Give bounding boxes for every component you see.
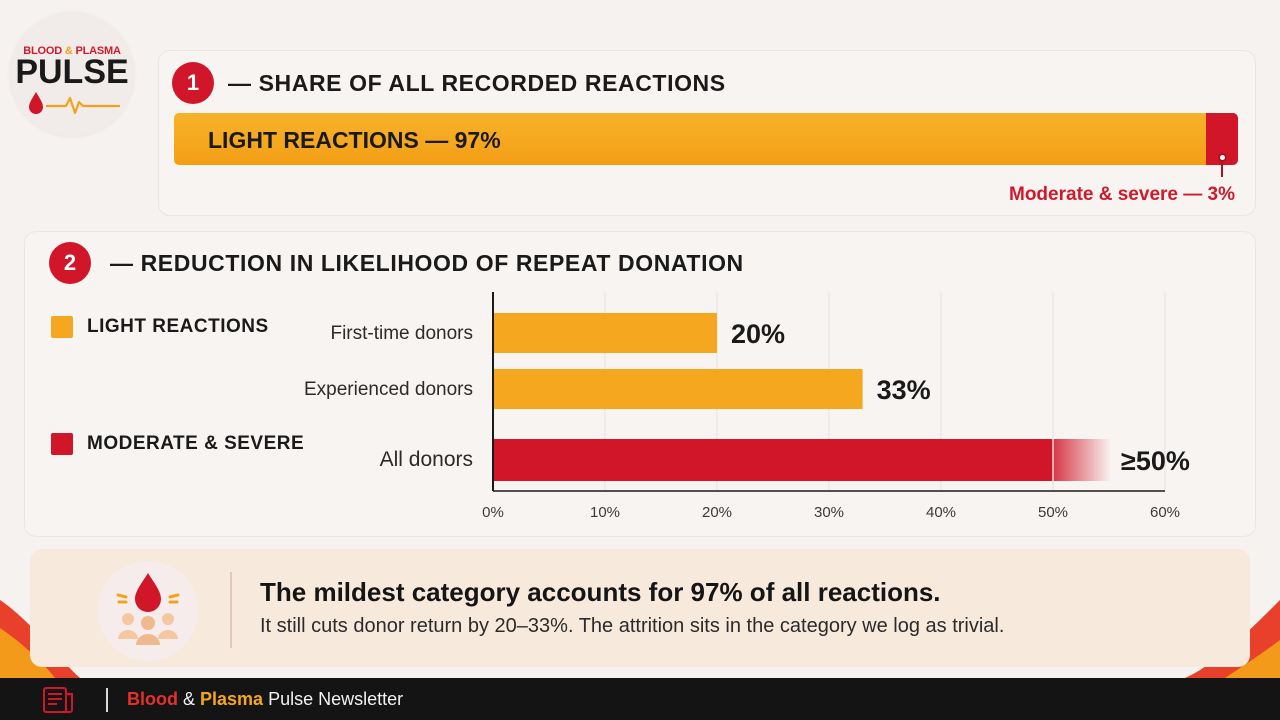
share-pin-line [1221,155,1224,177]
logo-wordmark: PULSE [15,53,129,91]
x-tick-label: 10% [590,504,620,521]
logo-top-text: BLOOD & PLASMA [23,45,121,57]
section-2-badge: 2 [49,242,91,284]
share-moderate-label: Moderate & severe — 3% [1009,184,1235,205]
x-tick-label: 30% [814,504,844,521]
bar-3 [494,439,1053,481]
legend-label-moderate: MODERATE & SEVERE [87,433,305,454]
takeaway-box [30,549,1250,667]
category-label: Experienced donors [304,379,473,400]
bar-1 [494,313,717,353]
newsletter-document-icon [43,687,73,713]
x-tick-label: 50% [1038,504,1068,521]
takeaway-divider [230,572,232,648]
bar-fade [1053,439,1111,481]
data-label: 33% [877,375,931,405]
share-stacked-bar: LIGHT REACTIONS — 97% [174,113,1238,165]
share-light-segment [174,113,1207,165]
data-label: 20% [731,319,785,349]
legend-swatch-moderate [51,433,73,455]
share-light-label: LIGHT REACTIONS — 97% [208,127,501,153]
legend-swatch-light [51,316,73,338]
section-1-title: — SHARE OF ALL RECORDED REACTIONS [228,70,726,96]
footer-bar [0,678,1280,720]
x-tick-label: 60% [1150,504,1180,521]
donor-group-icon [98,561,198,661]
category-label: All donors [380,448,473,471]
x-tick-label: 40% [926,504,956,521]
x-tick-label: 0% [482,504,504,521]
footer-rest: Pulse Newsletter [263,689,404,709]
footer-plasma: Plasma [200,689,264,709]
takeaway-subtext: It still cuts donor return by 20–33%. Th… [260,615,1005,637]
legend-item-moderate: MODERATE & SEVERE [51,433,304,455]
legend-label-light: LIGHT REACTIONS [87,316,269,337]
x-tick-label: 20% [702,504,732,521]
data-label: ≥50% [1121,446,1190,476]
footer-amp: & [178,689,201,709]
section-1-badge: 1 [172,62,214,104]
takeaway-headline: The mildest category accounts for 97% of… [260,577,941,607]
footer-blood: Blood [127,689,178,709]
share-pin-dot [1217,153,1227,162]
legend-item-light: LIGHT REACTIONS [51,316,269,338]
footer-title: Blood & Plasma Pulse Newsletter [127,689,403,710]
footer-separator [106,688,108,712]
category-label: First-time donors [330,323,473,344]
newsletter-logo: BLOOD & PLASMA PULSE [10,12,134,136]
blood-drop-pulse-icon [29,92,120,115]
bar-2 [494,369,863,409]
section-2-title: — REDUCTION IN LIKELIHOOD OF REPEAT DONA… [110,250,744,276]
